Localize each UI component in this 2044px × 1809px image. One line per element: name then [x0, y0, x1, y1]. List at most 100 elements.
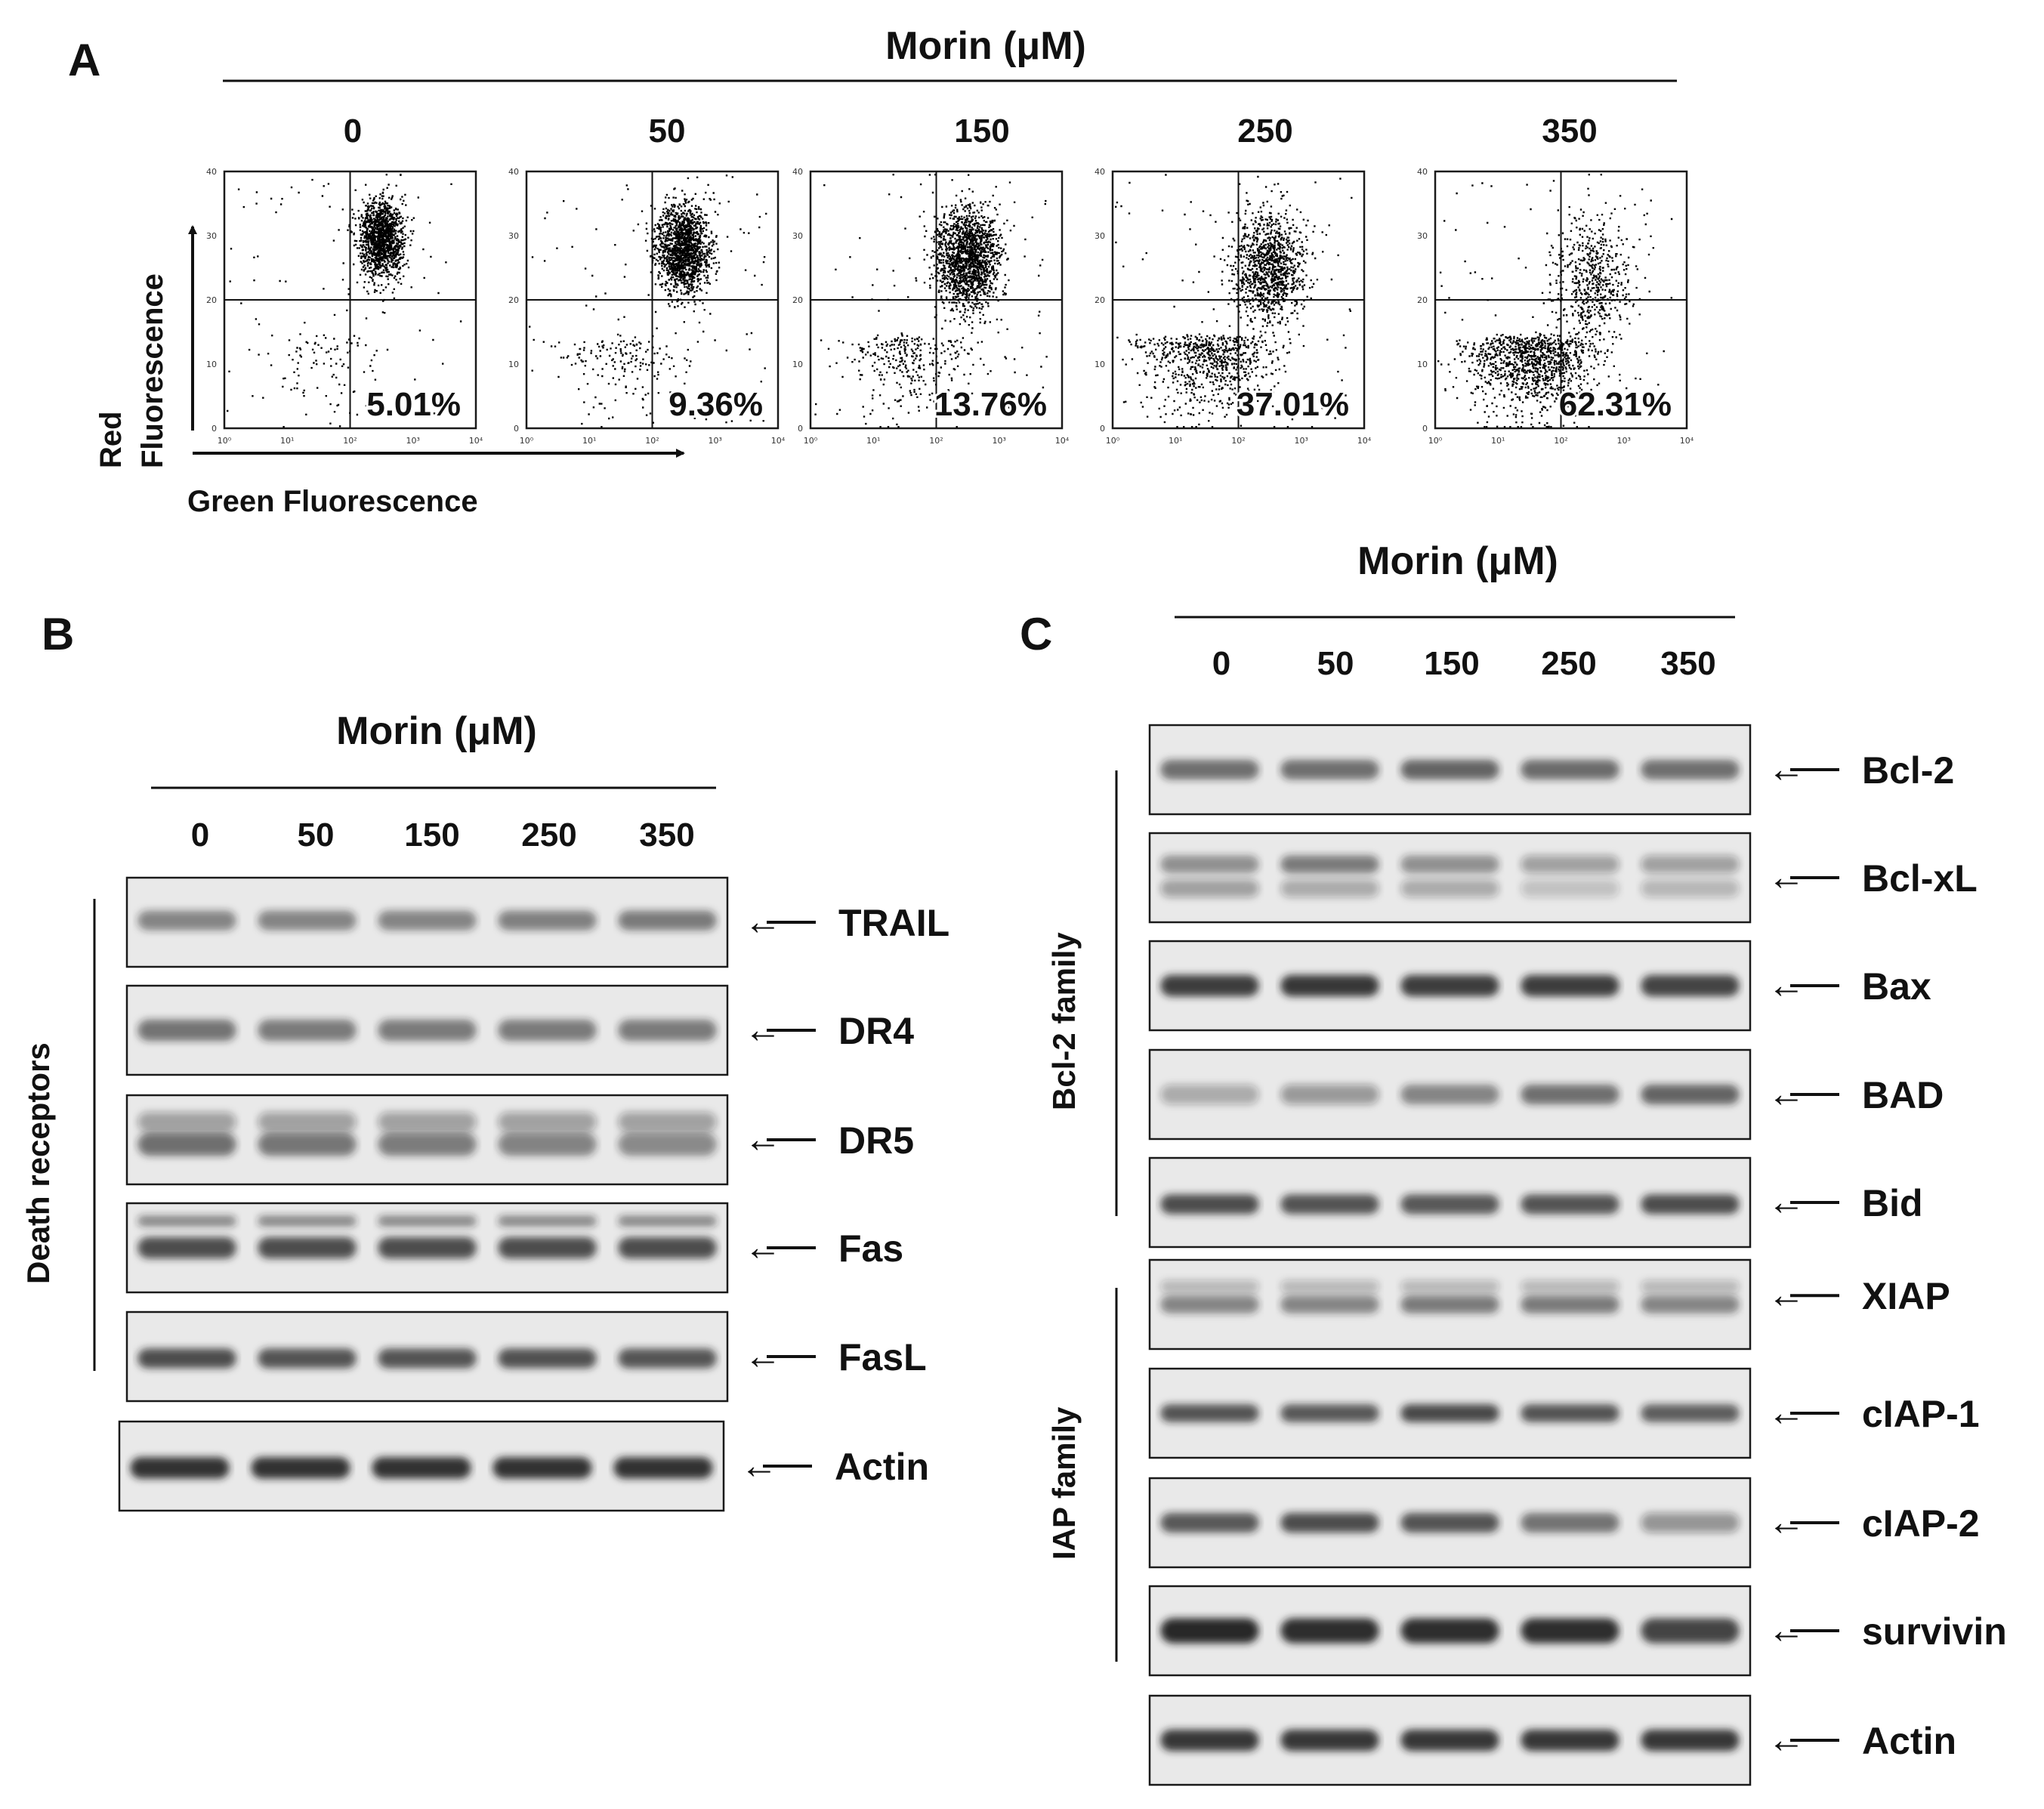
blot-band	[618, 910, 717, 931]
x-tick-label: 10³	[709, 436, 722, 446]
blot-band	[378, 910, 477, 931]
x-tick-label: 10²	[1554, 436, 1567, 446]
y-tick-label: 40	[508, 167, 519, 177]
blot-band	[1280, 1618, 1379, 1644]
blot-band	[1160, 1085, 1259, 1104]
blot-band	[1160, 1295, 1259, 1314]
dose-label: 250	[1541, 645, 1596, 682]
blot-band	[137, 1019, 236, 1042]
blot-band	[1521, 1729, 1619, 1752]
y-tick-label: 40	[1095, 167, 1105, 177]
dose-label: 250	[521, 817, 576, 854]
dose-label: 50	[298, 817, 335, 854]
dose-label: 0	[1212, 645, 1230, 682]
x-tick-label: 10¹	[1169, 436, 1182, 446]
x-tick-label: 10¹	[280, 436, 294, 446]
y-tick-label: 0	[212, 424, 217, 434]
x-tick-label: 10³	[406, 436, 420, 446]
blot-band	[1521, 879, 1619, 897]
blot-band	[1280, 1194, 1379, 1215]
protein-label: TRAIL	[838, 902, 949, 944]
blot-actin-c: ← Actin	[1148, 1694, 1956, 1786]
y-tick-label: 10	[206, 360, 217, 369]
dose-label: 50	[649, 113, 686, 150]
protein-label: Bax	[1862, 965, 1931, 1008]
protein-label: cIAP-2	[1862, 1502, 1980, 1545]
blot-band	[258, 1132, 357, 1156]
blot-band	[1160, 879, 1259, 897]
blot-band	[1400, 1194, 1499, 1215]
blot-band	[1400, 855, 1499, 874]
y-tick-label: 10	[1417, 360, 1428, 369]
bcl2-family-label: Bcl-2 family	[1046, 932, 1082, 1110]
blot-band	[1280, 974, 1379, 997]
blot-band	[1160, 1280, 1259, 1293]
x-tick-label: 10⁰	[1106, 436, 1120, 446]
x-tick-label: 10⁰	[1428, 436, 1443, 446]
blot-band	[1400, 1618, 1499, 1644]
blot-band	[618, 1132, 717, 1156]
dose-label: 150	[954, 113, 1009, 150]
y-tick-label: 10	[792, 360, 803, 369]
blot-band	[1280, 1729, 1379, 1752]
y-tick-label: 20	[792, 295, 803, 305]
blot-band	[1280, 1295, 1379, 1314]
y-tick-label: 0	[1100, 424, 1105, 434]
blot-band	[618, 1348, 717, 1369]
blot-dr4: ← DR4	[125, 984, 914, 1076]
blot-band	[1521, 974, 1619, 997]
blot-band	[1280, 879, 1379, 897]
x-tick-label: 10³	[1617, 436, 1631, 446]
panel-c-dose-labels: 0 50 150 250 350	[1212, 645, 1716, 682]
blot-band	[498, 1215, 597, 1227]
y-tick-label: 30	[1417, 231, 1428, 241]
blot-ciap-2: ← cIAP-2	[1148, 1477, 1980, 1569]
blot-band	[498, 1132, 597, 1156]
blot-band	[498, 1019, 597, 1042]
blot-fasl: ← FasL	[125, 1310, 927, 1403]
apoptosis-percentage: 13.76%	[934, 386, 1047, 423]
blot-band	[378, 1348, 477, 1369]
flow-plot: 10⁰ 10¹ 10² 10³ 10⁴ 0 10 20 30 40 5.01%	[206, 167, 483, 446]
blot-band	[1400, 1729, 1499, 1752]
panel-b-dose-labels: 0 50 150 250 350	[191, 817, 695, 854]
blot-bcl-xl: ← Bcl-xL	[1148, 832, 1978, 924]
flow-events	[1115, 174, 1353, 428]
blot-band	[1521, 1618, 1619, 1644]
flow-plot: 10⁰ 10¹ 10² 10³ 10⁴ 0 10 20 30 40 13.76%	[792, 167, 1070, 446]
protein-label: Actin	[1862, 1720, 1956, 1762]
y-tick-label: 30	[1095, 231, 1105, 241]
dose-label: 350	[639, 817, 694, 854]
blot-band	[1400, 1513, 1499, 1533]
flow-events	[1437, 174, 1673, 428]
x-tick-label: 10⁰	[804, 436, 818, 446]
blot-band	[1160, 1513, 1259, 1533]
blot-band	[1641, 1194, 1740, 1215]
blot-bcl-2: ← Bcl-2	[1148, 724, 1954, 816]
apoptosis-percentage: 5.01%	[366, 386, 461, 423]
y-tick-label: 40	[1417, 167, 1428, 177]
blot-band	[1400, 1404, 1499, 1422]
apoptosis-percentage: 62.31%	[1559, 386, 1672, 423]
blot-band	[1280, 1513, 1379, 1533]
y-axis-label-fluorescence: Fluorescence	[136, 273, 169, 468]
blot-band	[130, 1457, 230, 1479]
blot-band	[618, 1112, 717, 1132]
blot-band	[1400, 760, 1499, 779]
dose-label: 350	[1660, 645, 1715, 682]
blot-band	[1280, 855, 1379, 874]
blot-band	[618, 1019, 717, 1042]
dose-label: 150	[404, 817, 459, 854]
blot-survivin: ← survivin	[1148, 1585, 2007, 1677]
blot-band	[1641, 855, 1740, 874]
blot-band	[1641, 1085, 1740, 1104]
x-axis-label: Green Fluorescence	[187, 485, 478, 518]
blot-band	[1521, 760, 1619, 779]
blot-band	[1400, 974, 1499, 997]
blot-band	[258, 1215, 357, 1227]
blot-band	[1160, 1618, 1259, 1644]
y-tick-label: 40	[206, 167, 217, 177]
x-tick-label: 10⁴	[1055, 436, 1070, 446]
blot-band	[1280, 760, 1379, 779]
